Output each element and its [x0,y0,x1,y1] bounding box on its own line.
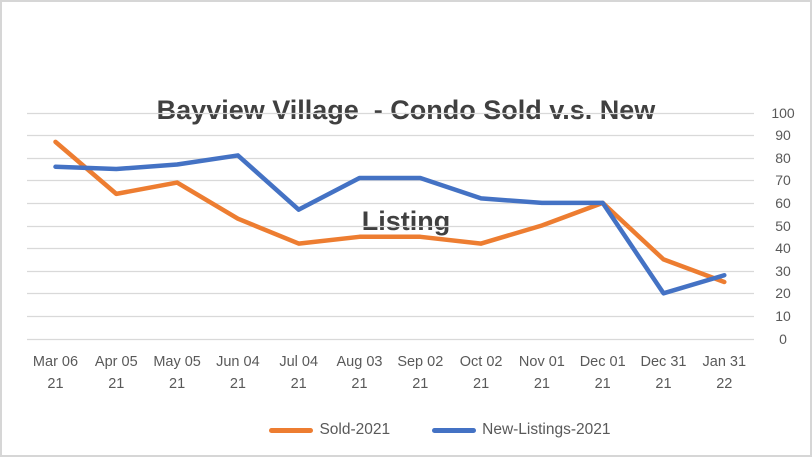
y-tick-label: 60 [775,194,791,211]
x-tick-label: Jun 04 21 [216,354,260,392]
series-line-sold-2021 [53,139,727,285]
y-tick-label: 70 [775,172,791,189]
legend-item-sold: Sold-2021 [269,421,390,439]
x-tick-label: Jul 04 21 [279,354,319,392]
y-tick-label: 40 [775,240,791,257]
chart-title-line2: Listing [361,206,451,236]
y-tick-label: 80 [775,149,791,166]
y-tick-label: 90 [775,127,791,144]
legend-item-new-listings: New-Listings-2021 [432,421,611,439]
x-tick-label: Sep 02 21 [397,354,444,392]
legend-label-new-listings: New-Listings-2021 [482,421,611,438]
series-line-new-listings-2021 [53,153,727,296]
x-tick-label: Apr 05 21 [94,354,138,392]
x-tick-label: Dec 01 21 [579,354,626,392]
x-tick-label: Dec 31 21 [640,354,687,392]
x-tick-label: Oct 02 21 [459,354,503,392]
x-tick-label: Mar 06 21 [32,354,79,392]
chart-title-line1: Bayview Village - Condo Sold v.s. New [156,95,656,125]
x-tick-label: Aug 03 21 [336,354,383,392]
sold-line-marker [269,427,314,433]
legend-label-sold: Sold-2021 [319,421,391,438]
y-tick-label: 20 [775,285,791,302]
new-listings-line-marker [432,427,477,433]
x-tick-label: Jan 31 22 [702,354,747,392]
y-tick-label: 100 [771,104,795,121]
x-tick-label: May 05 21 [153,354,201,392]
y-tick-label: 10 [775,307,791,324]
y-tick-label: 30 [775,262,791,279]
legend: Sold-2021 New-Listings-2021 [36,421,810,439]
y-tick-label: 50 [775,217,791,234]
chart-title: Bayview Village - Condo Sold v.s. New Li… [2,18,810,314]
y-tick-label: 0 [779,330,787,347]
x-tick-label: Nov 01 21 [518,354,565,392]
